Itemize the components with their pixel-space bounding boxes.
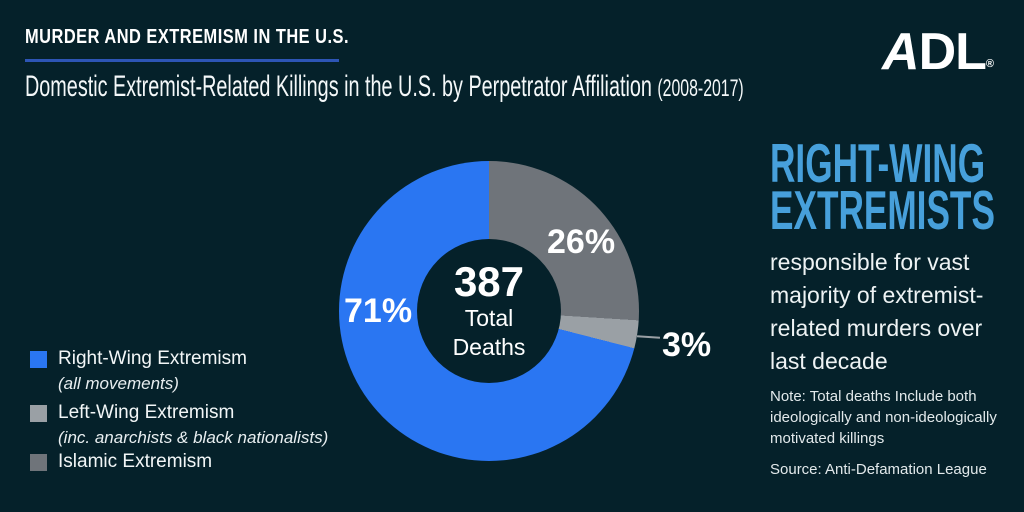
sidebar-body-text: responsible for vast majority of extremi… — [770, 249, 984, 374]
legend-swatch-islamic — [30, 454, 47, 471]
slice-label-right-wing: 71% — [344, 292, 413, 330]
donut-chart: 387 Total Deaths — [339, 161, 639, 461]
total-label-line1: Total — [464, 305, 514, 331]
adl-logo-a: A — [882, 23, 920, 81]
total-deaths-value: 387 — [453, 258, 525, 305]
sidebar-headline: RIGHT-WING EXTREMISTS — [770, 132, 1024, 241]
sidebar-headline-line1: RIGHT-WING — [770, 132, 986, 194]
legend-sublabel-left-wing: (inc. anarchists & black nationalists) — [58, 428, 329, 447]
kicker-text: MURDER AND EXTREMISM IN THE U.S. — [25, 26, 350, 48]
adl-logo-dl: DL — [918, 23, 987, 81]
sidebar-headline-line2: EXTREMISTS — [770, 179, 995, 241]
donut-center: 387 Total Deaths — [417, 239, 561, 383]
legend-label-islamic: Islamic Extremism — [58, 451, 213, 472]
legend-sublabel-right-wing: (all movements) — [58, 374, 179, 393]
sidebar-note-text: Note: Total deaths Include both ideologi… — [770, 388, 997, 447]
kicker-underline — [25, 59, 339, 62]
page-title-text: Domestic Extremist-Related Killings in t… — [25, 70, 652, 103]
legend-label-left-wing: Left-Wing Extremism — [58, 402, 235, 423]
page-title-years: (2008-2017) — [657, 75, 744, 102]
leader-line-left-wing — [636, 335, 661, 339]
kicker-heading: MURDER AND EXTREMISM IN THE U.S. — [25, 26, 420, 49]
slice-label-left-wing: 3% — [662, 326, 712, 364]
total-label-line2: Deaths — [452, 334, 526, 360]
sidebar-source-text: Source: Anti-Defamation League — [770, 461, 987, 478]
page-title: Domestic Extremist-Related Killings in t… — [25, 70, 744, 104]
registered-trademark-icon: ® — [985, 58, 994, 70]
adl-logo: ADL® — [882, 22, 994, 82]
legend-label-right-wing: Right-Wing Extremism — [58, 348, 247, 369]
legend-swatch-right-wing — [30, 351, 47, 368]
slice-label-islamic: 26% — [547, 223, 616, 261]
legend-swatch-left-wing — [30, 405, 47, 422]
